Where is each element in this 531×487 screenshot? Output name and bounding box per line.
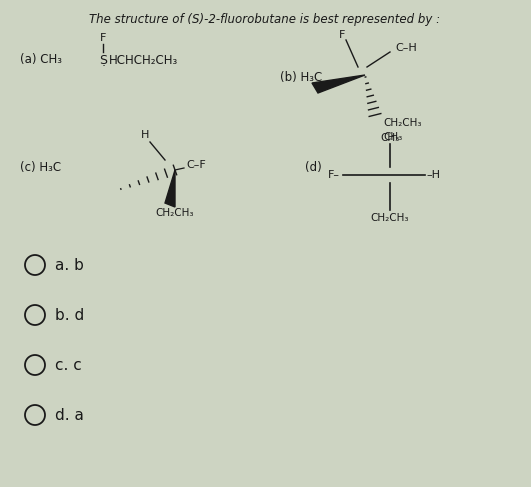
Text: (c) H₃C: (c) H₃C xyxy=(20,162,61,174)
Text: Ṣ: Ṣ xyxy=(99,54,107,67)
Text: CH₂CH₃: CH₂CH₃ xyxy=(155,208,193,218)
Text: CH₃: CH₃ xyxy=(383,132,402,142)
Text: H: H xyxy=(141,130,149,140)
Text: CH₂CH₃: CH₂CH₃ xyxy=(371,213,409,223)
Text: C–F: C–F xyxy=(186,160,205,170)
Text: CH₂CH₃: CH₂CH₃ xyxy=(383,118,422,128)
Text: d. a: d. a xyxy=(55,408,84,423)
Polygon shape xyxy=(165,170,175,207)
Polygon shape xyxy=(312,75,365,93)
Text: c. c: c. c xyxy=(55,357,82,373)
Text: The structure of (S)-2-fluorobutane is best represented by :: The structure of (S)-2-fluorobutane is b… xyxy=(89,13,441,26)
Text: HCHCH₂CH₃: HCHCH₂CH₃ xyxy=(109,54,178,67)
Text: a. b: a. b xyxy=(55,258,84,273)
Text: b. d: b. d xyxy=(55,307,84,322)
Text: (a) CH₃: (a) CH₃ xyxy=(20,54,62,67)
Text: –H: –H xyxy=(426,170,440,180)
Text: F: F xyxy=(339,30,345,40)
Text: CH₃: CH₃ xyxy=(380,133,400,143)
Text: F: F xyxy=(100,33,106,43)
Text: C–H: C–H xyxy=(395,43,417,53)
Text: (d): (d) xyxy=(305,162,322,174)
Text: F–: F– xyxy=(328,170,340,180)
Text: (b) H₃C: (b) H₃C xyxy=(280,71,322,83)
